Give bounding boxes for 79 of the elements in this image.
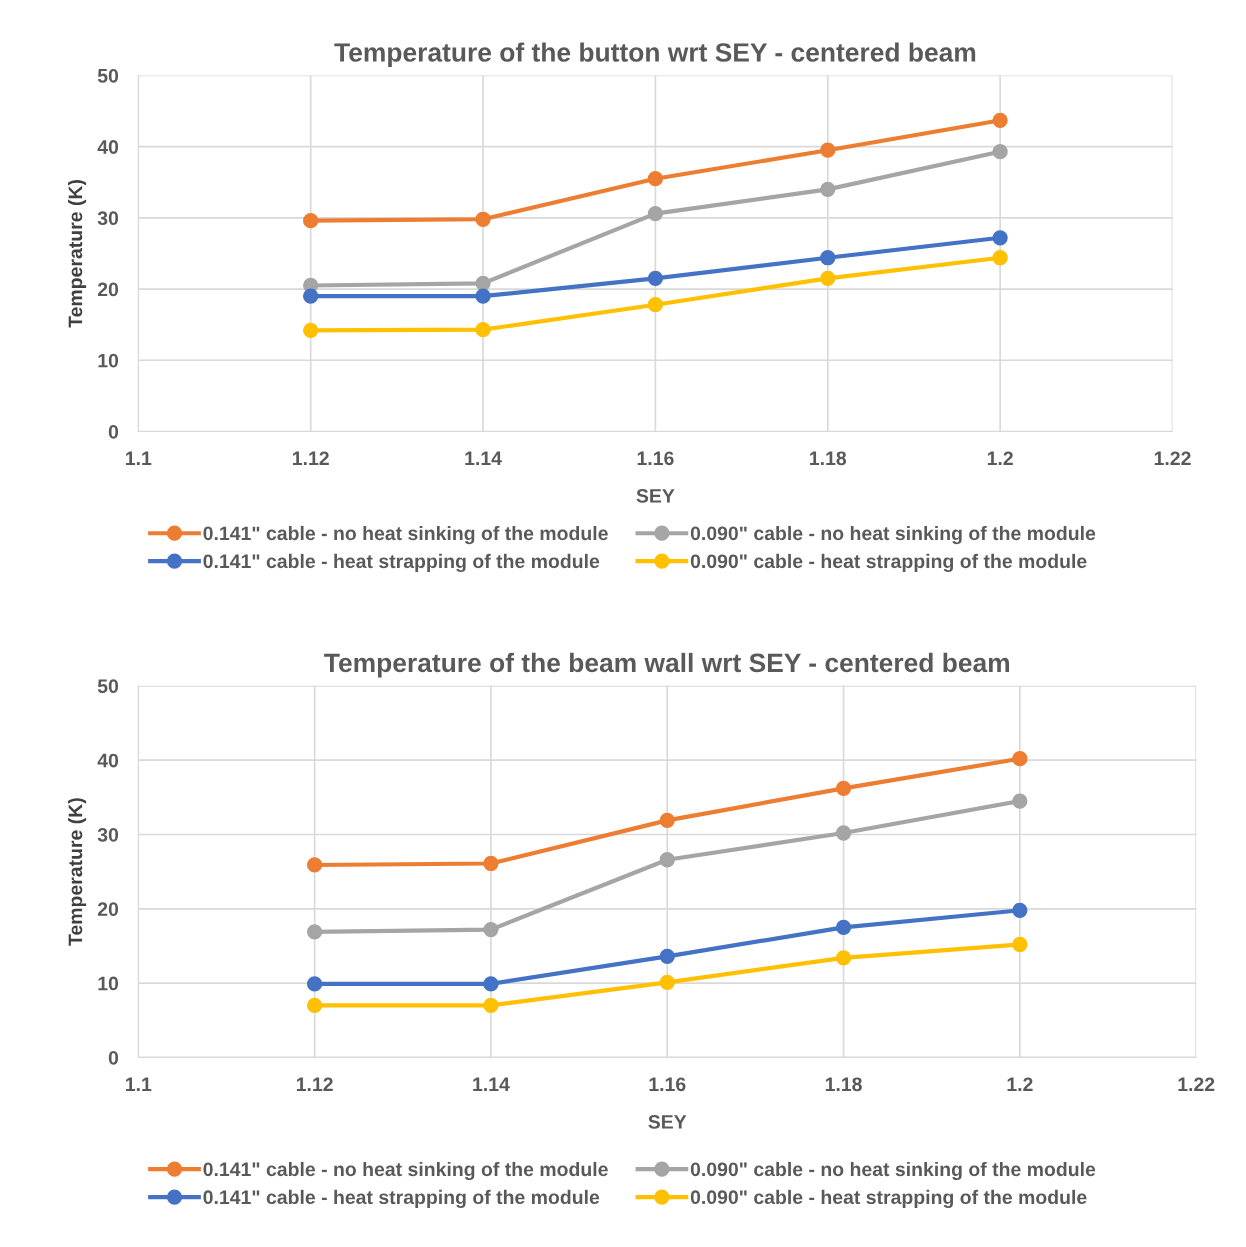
point (992, 112, 1008, 128)
y-tick-label: 30 (97, 827, 119, 842)
x-tick-label: 1.12 (292, 451, 329, 465)
x-tick-label: 1.2 (1007, 1077, 1033, 1091)
point (306, 976, 323, 992)
x-axis-title: SEY (636, 488, 675, 503)
legend-label: 0.141" cable - heat strapping of the module (203, 1189, 600, 1209)
point (659, 852, 675, 868)
point (483, 921, 499, 938)
x-tick-label: 1.18 (825, 1077, 862, 1092)
legend-label: 0.090" cable - no heat sinking of the module (690, 1161, 1096, 1181)
chart-title: Temperature of the beam wall wrt SEY - centered beam (324, 652, 1010, 678)
legend-label: 0.141" cable - no heat sinking of the module (203, 1161, 608, 1181)
y-tick-label: 30 (97, 211, 119, 226)
point (303, 288, 319, 304)
point (1012, 793, 1028, 809)
point (835, 919, 852, 936)
point (647, 297, 664, 313)
x-tick-label: 1.22 (1178, 1077, 1215, 1091)
point (303, 213, 319, 229)
point (659, 948, 675, 965)
point (475, 275, 491, 291)
x-tick-label: 1.1 (126, 1077, 152, 1091)
y-tick-label: 40 (97, 140, 119, 154)
point (303, 322, 319, 338)
point (659, 974, 675, 991)
point (835, 950, 852, 966)
y-tick-label: 0 (108, 1050, 119, 1065)
point (483, 976, 499, 992)
x-tick-label: 1.2 (987, 451, 1013, 465)
y-axis-title: Temperature (K) (68, 180, 87, 328)
point (306, 924, 323, 940)
point (835, 825, 852, 841)
x-tick-label: 1.16 (637, 451, 674, 466)
x-tick-label: 1.22 (1154, 451, 1191, 465)
y-tick-label: 50 (97, 679, 119, 694)
x-tick-label: 1.18 (810, 451, 847, 466)
point (483, 997, 499, 1014)
y-axis-title: Temperature (K) (68, 798, 87, 946)
point (647, 171, 664, 187)
point (647, 205, 664, 222)
point (820, 250, 836, 266)
y-tick-label: 50 (97, 68, 119, 83)
x-tick-label: 1.16 (649, 1077, 686, 1092)
point (992, 143, 1008, 160)
legend-label: 0.141" cable - no heat sinking of the module (203, 525, 608, 545)
point (992, 230, 1008, 246)
x-tick-label: 1.14 (465, 451, 502, 465)
point (835, 780, 852, 797)
point (483, 855, 499, 872)
legend-label: 0.090" cable - heat strapping of the module (690, 553, 1087, 573)
point (475, 211, 491, 227)
y-tick-label: 0 (108, 424, 119, 439)
point (647, 270, 664, 287)
point (820, 181, 836, 198)
legend-label: 0.141" cable - heat strapping of the module (203, 553, 600, 573)
point (475, 322, 491, 338)
y-tick-label: 20 (97, 902, 119, 917)
point (306, 857, 323, 873)
legend-label: 0.090" cable - heat strapping of the module (690, 1189, 1087, 1209)
point (820, 142, 836, 158)
legend-label: 0.090" cable - no heat sinking of the module (690, 525, 1096, 545)
y-tick-label: 10 (98, 976, 119, 991)
point (992, 250, 1008, 266)
point (1012, 902, 1028, 918)
chart-title: Temperature of the button wrt SEY - centered beam (334, 42, 976, 68)
y-tick-label: 10 (98, 353, 119, 368)
x-tick-label: 1.14 (473, 1077, 510, 1091)
point (1012, 936, 1028, 953)
x-tick-label: 1.1 (126, 451, 152, 465)
point (820, 270, 836, 287)
point (306, 997, 323, 1014)
y-tick-label: 40 (97, 753, 119, 768)
point (1012, 751, 1028, 767)
point (659, 812, 675, 829)
point (475, 288, 491, 304)
x-axis-title: SEY (648, 1114, 687, 1129)
x-tick-label: 1.12 (296, 1077, 333, 1091)
y-tick-label: 20 (97, 282, 119, 297)
